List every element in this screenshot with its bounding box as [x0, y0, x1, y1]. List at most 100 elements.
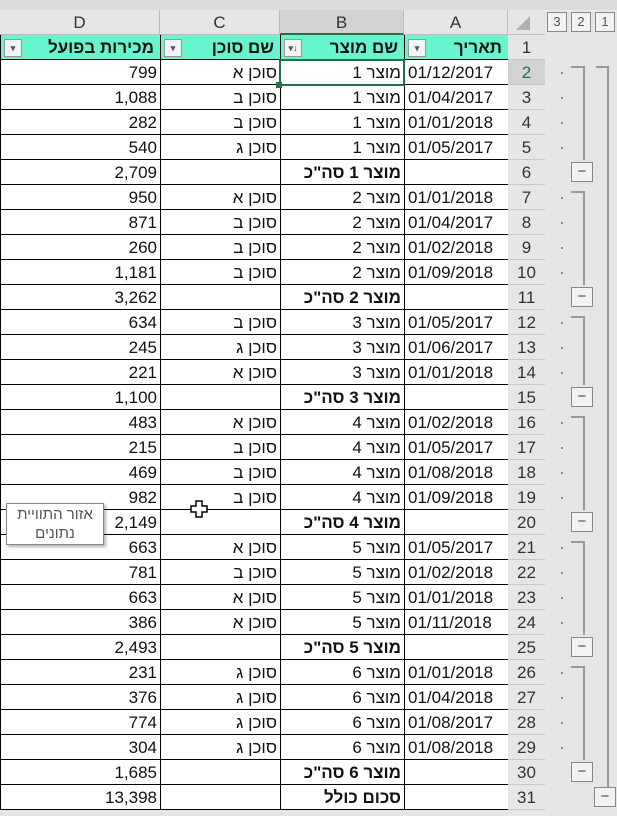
cell-D10[interactable]: 1,181 [0, 260, 160, 285]
row-header-8[interactable]: 8 [508, 210, 545, 235]
cell-C5[interactable]: סוכן ג [160, 135, 280, 160]
cell-B16[interactable]: מוצר 4 [280, 410, 404, 435]
row-header-26[interactable]: 26 [508, 660, 545, 685]
cell-C10[interactable]: סוכן ב [160, 260, 280, 285]
cell-A11[interactable] [404, 285, 508, 310]
cell-C9[interactable]: סוכן ב [160, 235, 280, 260]
cell-A17[interactable]: 01/05/2017 [404, 435, 508, 460]
cell-A3[interactable]: 01/04/2017 [404, 85, 508, 110]
row-header-17[interactable]: 17 [508, 435, 545, 460]
collapse-group-button[interactable]: − [571, 637, 593, 657]
cell-C26[interactable]: סוכן ג [160, 660, 280, 685]
filter-dropdown-icon[interactable]: ▾ [164, 39, 182, 57]
cell-A31[interactable] [404, 785, 508, 810]
cell-B12[interactable]: מוצר 3 [280, 310, 404, 335]
row-header-21[interactable]: 21 [508, 535, 545, 560]
cell-D28[interactable]: 774 [0, 710, 160, 735]
cell-A18[interactable]: 01/08/2018 [404, 460, 508, 485]
filter-dropdown-icon[interactable]: ▾ [4, 39, 22, 57]
cell-C25[interactable] [160, 635, 280, 660]
cell-A4[interactable]: 01/01/2018 [404, 110, 508, 135]
row-header-16[interactable]: 16 [508, 410, 545, 435]
collapse-group-button[interactable]: − [571, 512, 593, 532]
cell-D15[interactable]: 1,100 [0, 385, 160, 410]
cell-B27[interactable]: מוצר 6 [280, 685, 404, 710]
cell-D16[interactable]: 483 [0, 410, 160, 435]
cell-C22[interactable]: סוכן ב [160, 560, 280, 585]
cell-D7[interactable]: 950 [0, 185, 160, 210]
row-header-2[interactable]: 2 [508, 60, 545, 85]
row-header-30[interactable]: 30 [508, 760, 545, 785]
cell-B11[interactable]: מוצר 2 סה"כ [280, 285, 404, 310]
cell-B14[interactable]: מוצר 3 [280, 360, 404, 385]
row-header-20[interactable]: 20 [508, 510, 545, 535]
cell-D23[interactable]: 663 [0, 585, 160, 610]
row-header-7[interactable]: 7 [508, 185, 545, 210]
cell-D8[interactable]: 871 [0, 210, 160, 235]
cell-B18[interactable]: מוצר 4 [280, 460, 404, 485]
row-header-27[interactable]: 27 [508, 685, 545, 710]
collapse-group-button[interactable]: − [571, 162, 593, 182]
cell-D6[interactable]: 2,709 [0, 160, 160, 185]
cell-C3[interactable]: סוכן ב [160, 85, 280, 110]
cell-C24[interactable]: סוכן א [160, 610, 280, 635]
cell-D9[interactable]: 260 [0, 235, 160, 260]
cell-D14[interactable]: 221 [0, 360, 160, 385]
row-header-1[interactable]: 1 [508, 35, 545, 60]
select-all-button[interactable] [508, 10, 545, 35]
cell-B26[interactable]: מוצר 6 [280, 660, 404, 685]
cell-C13[interactable]: סוכן ג [160, 335, 280, 360]
cell-A26[interactable]: 01/01/2018 [404, 660, 508, 685]
cell-B19[interactable]: מוצר 4 [280, 485, 404, 510]
header-cell-D[interactable]: מכירות בפועל ▾ [0, 35, 160, 60]
cell-B9[interactable]: מוצר 2 [280, 235, 404, 260]
cell-C8[interactable]: סוכן ב [160, 210, 280, 235]
cell-B29[interactable]: מוצר 6 [280, 735, 404, 760]
row-header-5[interactable]: 5 [508, 135, 545, 160]
row-header-18[interactable]: 18 [508, 460, 545, 485]
cell-A15[interactable] [404, 385, 508, 410]
cell-B21[interactable]: מוצר 5 [280, 535, 404, 560]
cell-A20[interactable] [404, 510, 508, 535]
cell-D18[interactable]: 469 [0, 460, 160, 485]
cell-D26[interactable]: 231 [0, 660, 160, 685]
row-header-6[interactable]: 6 [508, 160, 545, 185]
cell-D3[interactable]: 1,088 [0, 85, 160, 110]
row-header-10[interactable]: 10 [508, 260, 545, 285]
cell-B6[interactable]: מוצר 1 סה"כ [280, 160, 404, 185]
cell-C17[interactable]: סוכן ב [160, 435, 280, 460]
cell-C29[interactable]: סוכן ג [160, 735, 280, 760]
cell-B25[interactable]: מוצר 5 סה"כ [280, 635, 404, 660]
cell-B20[interactable]: מוצר 4 סה"כ [280, 510, 404, 535]
row-header-31[interactable]: 31 [508, 785, 545, 810]
column-header-B[interactable]: B [280, 10, 404, 35]
cell-D5[interactable]: 540 [0, 135, 160, 160]
cell-D17[interactable]: 215 [0, 435, 160, 460]
collapse-all-button[interactable]: − [594, 787, 616, 807]
row-header-14[interactable]: 14 [508, 360, 545, 385]
cell-D13[interactable]: 245 [0, 335, 160, 360]
row-header-28[interactable]: 28 [508, 710, 545, 735]
cell-A5[interactable]: 01/05/2017 [404, 135, 508, 160]
cell-D21[interactable]: 663 [0, 535, 160, 560]
row-header-12[interactable]: 12 [508, 310, 545, 335]
row-header-3[interactable]: 3 [508, 85, 545, 110]
cell-A23[interactable]: 01/01/2018 [404, 585, 508, 610]
cell-B22[interactable]: מוצר 5 [280, 560, 404, 585]
column-header-C[interactable]: C [160, 10, 280, 35]
cell-B7[interactable]: מוצר 2 [280, 185, 404, 210]
cell-B15[interactable]: מוצר 3 סה"כ [280, 385, 404, 410]
collapse-group-button[interactable]: − [571, 287, 593, 307]
cell-B17[interactable]: מוצר 4 [280, 435, 404, 460]
fill-handle[interactable] [276, 82, 282, 88]
cell-C18[interactable]: סוכן ב [160, 460, 280, 485]
filter-dropdown-icon[interactable]: ▾ [408, 39, 426, 57]
collapse-group-button[interactable]: − [571, 762, 593, 782]
cell-A27[interactable]: 01/04/2018 [404, 685, 508, 710]
row-header-4[interactable]: 4 [508, 110, 545, 135]
cell-C30[interactable] [160, 760, 280, 785]
cell-C6[interactable] [160, 160, 280, 185]
cell-B5[interactable]: מוצר 1 [280, 135, 404, 160]
header-cell-A[interactable]: תאריך ▾ [404, 35, 508, 60]
header-cell-B[interactable]: שם מוצר ↓▾ [280, 35, 404, 60]
